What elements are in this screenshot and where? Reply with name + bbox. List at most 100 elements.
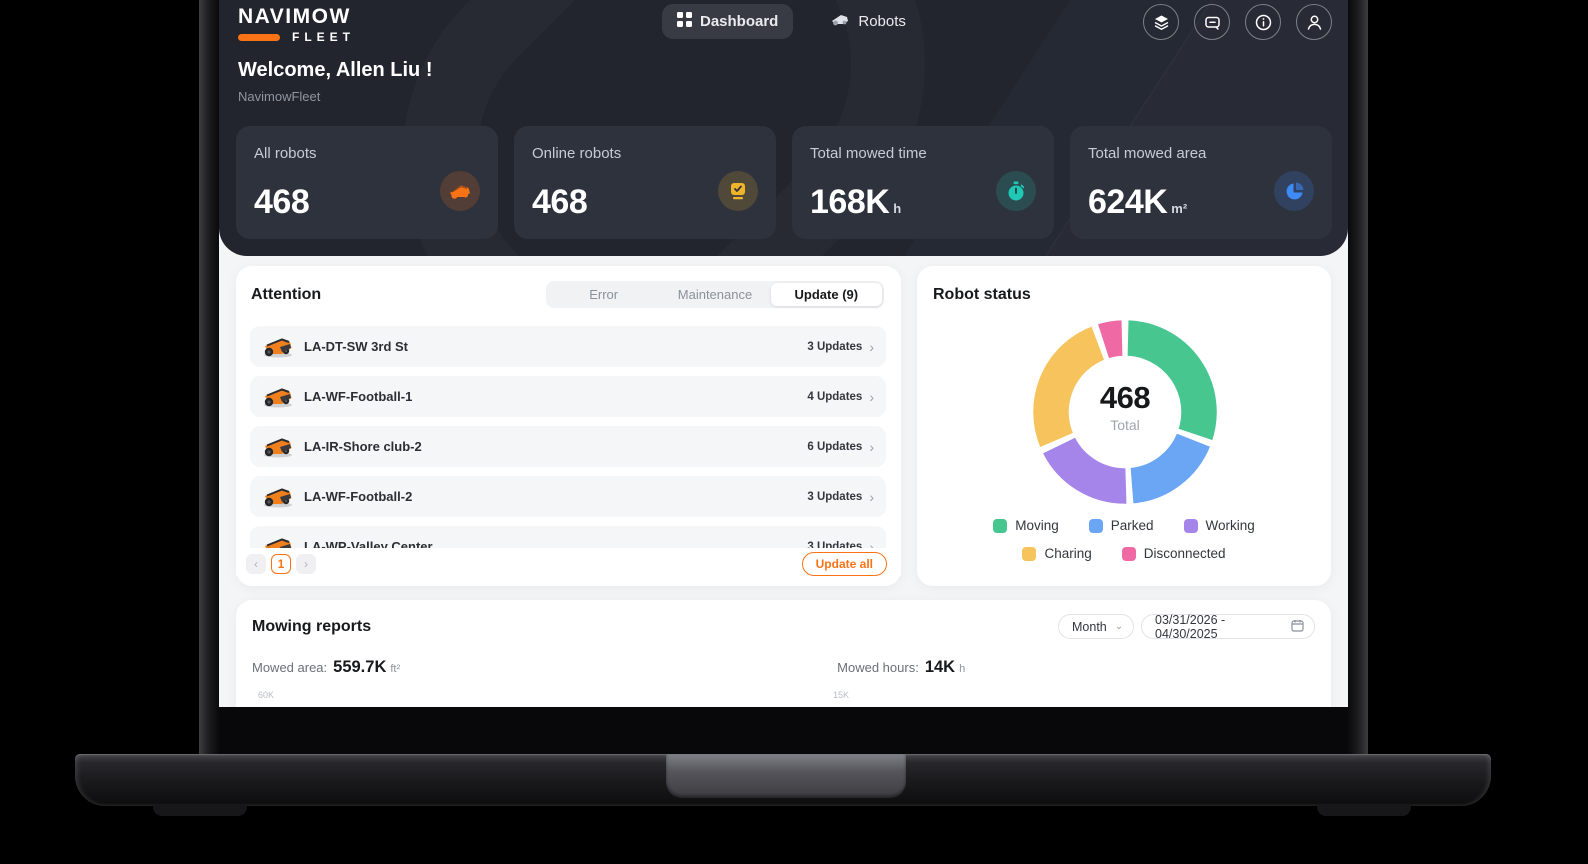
mowing-summary: Mowed area: 559.7K ft² Mowed hours: 14K … (252, 658, 1312, 677)
chevron-right-icon: › (869, 538, 874, 549)
donut-total-label: Total (1110, 417, 1140, 433)
updates-count: 3 Updates (807, 340, 863, 353)
updates-count: 4 Updates (807, 390, 863, 403)
legend-label: Disconnected (1143, 546, 1226, 561)
tab-update[interactable]: Update (9) (770, 283, 882, 306)
legend-label: Moving (1015, 518, 1059, 533)
grid-icon (677, 12, 692, 31)
stat-value: 624K (1088, 183, 1168, 221)
robot-name: LA-WP-Valley Center (304, 539, 433, 548)
pagination: ‹ 1 › (246, 554, 316, 574)
mowing-reports-panel: Mowing reports Month ⌄ 03/31/2026 - 04/3… (236, 600, 1331, 707)
tab-error[interactable]: Error (589, 287, 619, 302)
updates-count: 3 Updates (807, 490, 863, 503)
legend-swatch (1022, 546, 1037, 561)
period-select-value: Month (1072, 619, 1107, 634)
layers-icon[interactable] (1143, 4, 1179, 40)
robot-status-title: Robot status (933, 286, 1031, 303)
attention-row[interactable]: LA-WP-Valley Center 3 Updates › (250, 526, 886, 548)
page-next-button[interactable]: › (296, 554, 316, 574)
main-nav: Dashboard Robots (662, 4, 921, 39)
brand-name: NAVIMOW (238, 5, 351, 28)
legend-swatch (1121, 546, 1136, 561)
date-range-picker[interactable]: 03/31/2026 - 04/30/2025 (1141, 613, 1315, 641)
page-prev-button[interactable]: ‹ (246, 554, 266, 574)
legend-swatch (1088, 518, 1103, 533)
attention-row[interactable]: LA-IR-Shore club-2 6 Updates › (250, 426, 886, 467)
robot-name: LA-WF-Football-2 (304, 489, 413, 504)
legend-item-working: Working (1183, 518, 1255, 533)
robot-name: LA-IR-Shore club-2 (304, 439, 422, 454)
brand-subname: FLEET (292, 30, 355, 44)
legend-item-moving: Moving (993, 518, 1059, 533)
screen: NAVIMOW FLEET Dashboard Robot (219, 0, 1348, 707)
page-current[interactable]: 1 (271, 554, 291, 574)
chevron-down-icon: ⌄ (1114, 621, 1124, 632)
stat-label: Online robots (532, 145, 622, 162)
mowed-area-unit: ft² (390, 663, 401, 675)
legend-label: Parked (1110, 518, 1154, 533)
attention-footer: ‹ 1 › Update all (236, 552, 901, 576)
mowed-hours-value: 14K (924, 658, 956, 676)
chat-icon[interactable] (1194, 4, 1230, 40)
mowed-area-label: Mowed area: (252, 660, 328, 675)
calendar-icon (1291, 619, 1304, 635)
stat-value: 168K (810, 183, 890, 221)
chevron-right-icon: › (869, 488, 874, 505)
donut-chart: 468 Total (1015, 302, 1235, 522)
mowed-hours-unit: h (959, 663, 966, 675)
donut-slice-disconnected (1095, 317, 1125, 361)
robot-mower-image (260, 385, 296, 409)
stat-card-all-robots: All robots 468 (236, 126, 498, 239)
stopwatch-icon (996, 171, 1036, 211)
mowed-hours-label: Mowed hours: (837, 660, 919, 675)
stat-card-mowed-area: Total mowed area 624K m² (1070, 126, 1332, 239)
chart-legend-row-2: Charing Disconnected (917, 546, 1331, 561)
laptop-lid-notch (666, 754, 906, 798)
attention-row[interactable]: LA-WF-Football-1 4 Updates › (250, 376, 886, 417)
robot-name: LA-WF-Football-1 (304, 389, 413, 404)
donut-center: 468 Total (1015, 380, 1235, 433)
hero-section: NAVIMOW FLEET Dashboard Robot (219, 0, 1348, 256)
updates-count: 6 Updates (807, 440, 863, 453)
donut-slice-working (1040, 434, 1129, 507)
mowing-reports-title: Mowing reports (252, 618, 372, 635)
brand-dash (238, 33, 280, 41)
pie-chart-icon (1274, 171, 1314, 211)
period-select[interactable]: Month ⌄ (1058, 614, 1135, 639)
profile-icon[interactable] (1296, 4, 1332, 40)
attention-list: LA-DT-SW 3rd St 3 Updates › LA-WF-Football… (250, 326, 886, 548)
mower-icon (440, 171, 480, 211)
stat-value: 468 (532, 183, 588, 221)
update-all-button[interactable]: Update all (801, 552, 887, 576)
legend-item-parked: Parked (1088, 518, 1154, 533)
attention-row[interactable]: LA-WF-Football-2 3 Updates › (250, 476, 886, 517)
robot-mower-image (260, 335, 296, 359)
robot-mower-image (260, 435, 296, 459)
stat-card-mowed-time: Total mowed time 168K h (792, 126, 1054, 239)
attention-panel: Attention Error Maintenance Update (9) L… (236, 266, 901, 586)
donut-slice-parked (1128, 430, 1213, 506)
mowed-area-value: 559.7K (333, 658, 387, 676)
header-icon-buttons (1143, 4, 1332, 40)
legend-label: Charing (1044, 546, 1092, 561)
brand-logo: NAVIMOW FLEET (238, 5, 355, 44)
nav-tab-robots[interactable]: Robots (815, 5, 921, 38)
nav-tab-dashboard[interactable]: Dashboard (662, 4, 794, 39)
laptop-lid-edge-left (199, 0, 219, 754)
hours-chart-axis-tick: 15K (833, 690, 850, 700)
robot-status-panel: Robot status 468 Total Moving Parked Worki… (917, 266, 1331, 586)
laptop-foot-right (1317, 805, 1411, 816)
tab-maintenance[interactable]: Maintenance (677, 287, 753, 302)
legend-swatch (993, 518, 1008, 533)
check-badge-icon (718, 171, 758, 211)
info-icon[interactable] (1245, 4, 1281, 40)
donut-slice-charing (1030, 323, 1107, 450)
mower-nav-icon (830, 13, 850, 30)
stat-label: All robots (254, 145, 317, 162)
welcome-subtitle: NavimowFleet (238, 89, 321, 104)
area-chart-axis-tick: 60K (258, 690, 275, 700)
attention-row[interactable]: LA-DT-SW 3rd St 3 Updates › (250, 326, 886, 367)
stat-label: Total mowed time (810, 145, 927, 162)
